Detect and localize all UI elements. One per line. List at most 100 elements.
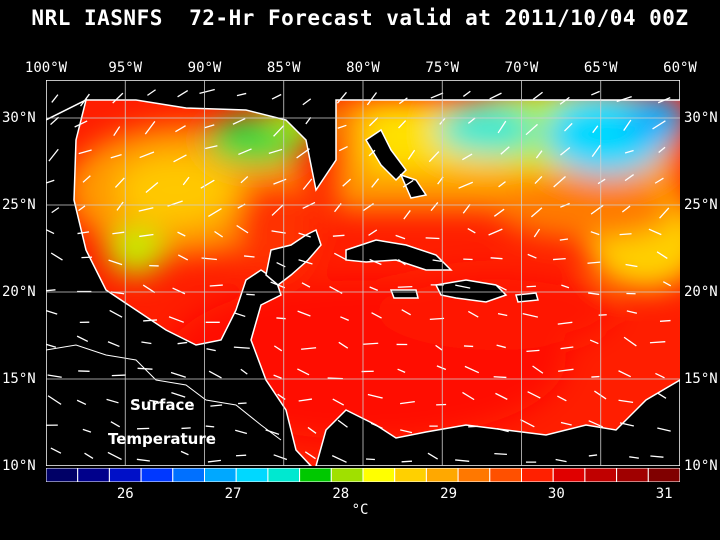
wind-arrow [494,452,507,455]
wind-arrow [428,151,440,163]
wind-arrow [138,207,154,212]
wind-arrow [208,207,222,217]
wind-arrow [368,149,376,157]
wind-arrow [401,460,413,463]
wind-arrow [462,90,471,97]
wind-arrow [623,336,637,347]
wind-arrow [107,451,122,460]
wind-arrow [74,120,88,128]
wind-arrow [205,145,218,150]
wind-arrow [334,252,347,261]
wind-arrow [500,146,510,155]
wind-arrow [455,459,470,462]
wind-arrow [464,365,480,374]
color-bar-swatch [330,468,364,482]
wind-arrow [204,124,215,129]
wind-arrow [403,210,411,220]
graticule [46,80,680,466]
lat-label-right: 15°N [684,371,718,387]
wind-arrow [467,117,476,124]
color-bar-tick: 26 [116,486,134,502]
wind-arrow [307,426,317,434]
color-bar-swatch [552,468,586,482]
wind-arrow [302,201,316,210]
wind-arrow [77,231,90,235]
wind-arrow [588,292,600,296]
wind-arrow [338,145,348,152]
wind-arrow [273,345,283,352]
wind-arrow [114,177,125,188]
wind-arrow [177,254,189,261]
wind-arrow [397,285,413,288]
wind-arrow [493,376,507,379]
color-bar-swatch [108,468,142,482]
lat-label-right: 25°N [684,197,718,213]
wind-arrow [51,94,59,103]
wind-arrow [234,312,246,318]
wind-arrow [136,458,150,462]
wind-arrow [395,234,406,240]
wind-arrow [337,124,347,129]
wind-arrow [520,419,535,428]
wind-arrow [181,427,191,430]
color-bar-swatch [457,468,491,482]
wind-arrow [171,391,186,398]
wind-arrow [407,149,416,160]
wind-arrow [497,120,507,134]
wind-arrow [243,255,255,258]
wind-arrow [112,231,125,235]
wind-arrow [48,148,59,162]
wind-arrow [200,179,215,189]
wind-arrow [337,419,348,428]
wind-arrow [139,151,155,159]
wind-arrow [495,392,508,400]
wind-arrow [108,259,123,266]
wind-arrow [232,117,246,125]
wind-arrow [371,178,380,188]
wind-arrow [238,402,247,405]
wind-arrow [366,92,378,106]
wind-arrow [425,237,440,240]
wind-arrow [560,147,571,156]
wind-arrow [467,228,476,234]
lat-label-left: 10°N [2,458,36,474]
wind-arrow [110,154,122,159]
wind-arrow [302,178,313,190]
wind-arrow [626,310,638,314]
color-bar-swatch [616,468,649,482]
color-bar-swatch [394,468,427,482]
wind-arrow [84,452,94,460]
wind-arrow [619,422,634,427]
wind-arrow [400,400,415,405]
lon-label: 80°W [346,60,380,76]
wind-arrow [46,289,56,292]
wind-arrow [435,344,443,351]
wind-arrow [625,263,638,268]
wind-arrow [430,92,444,99]
lat-label-right: 10°N [684,458,718,474]
map-label-surface: Surface [130,396,195,414]
lat-label-left: 30°N [2,110,36,126]
wind-arrow [496,344,506,349]
wind-arrow [298,232,311,238]
wind-arrow [301,347,317,350]
lon-label: 95°W [108,60,143,76]
wind-arrow [110,421,121,428]
wind-arrow [304,451,316,460]
wind-arrow [534,175,543,185]
color-bar-swatch [362,468,396,482]
wind-arrow [624,149,634,154]
wind-arrow [240,368,248,375]
lon-label: 100°W [24,60,68,76]
wind-arrow [532,365,544,374]
wind-arrow [177,90,189,98]
wind-arrow [365,458,375,461]
wind-arrow [436,365,447,371]
wind-arrow [50,447,62,454]
wind-arrow [170,371,186,378]
wind-arrow [276,317,286,320]
wind-arrow [240,176,249,184]
wind-arrow [656,251,668,260]
wind-arrow [591,375,600,378]
sst-map [46,80,680,466]
